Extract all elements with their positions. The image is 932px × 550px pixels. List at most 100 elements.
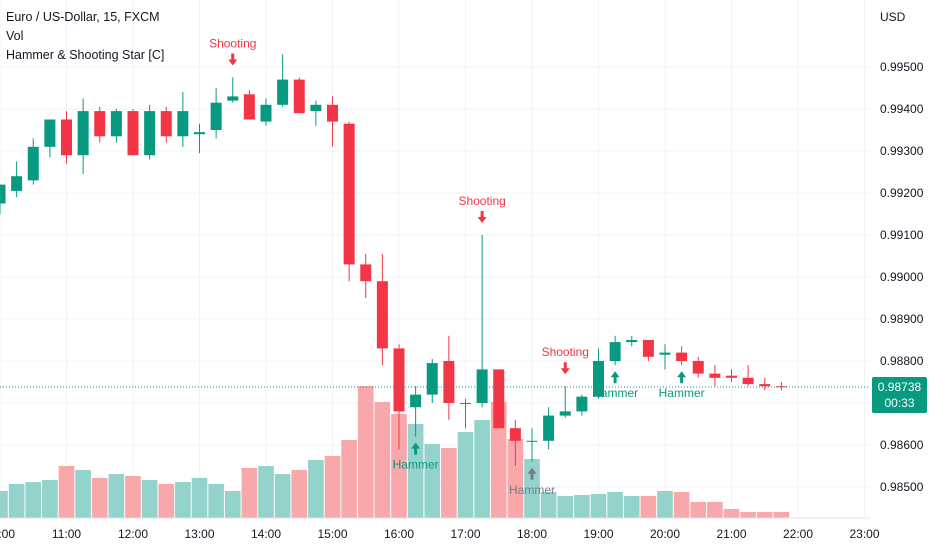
- candle: [327, 96, 338, 147]
- pattern-signals: Shooting Shooting Shooting Hammer Hammer Hamm…: [209, 37, 705, 497]
- candle-body: [609, 342, 621, 361]
- candle-body: [77, 111, 89, 156]
- volume-bar: [241, 468, 258, 518]
- volume-bar: [391, 414, 407, 518]
- candle-body: [493, 369, 505, 429]
- volume-bar: [756, 512, 773, 518]
- candle-body: [210, 102, 222, 130]
- candle: [376, 253, 388, 366]
- volume-study-label[interactable]: Vol: [6, 29, 24, 43]
- candle-body: [144, 111, 156, 156]
- volume-bar: [25, 482, 42, 518]
- volume-bar: [158, 484, 175, 518]
- candle-body: [11, 176, 23, 191]
- candle: [360, 253, 372, 298]
- candle-body: [310, 104, 322, 112]
- candle-body: [194, 132, 205, 135]
- candle: [144, 104, 156, 160]
- symbol-title[interactable]: Euro / US-Dollar, 15, FXCM: [6, 10, 160, 24]
- currency-label: USD: [880, 10, 906, 24]
- y-tick-label: 0.99000: [880, 270, 924, 284]
- candle: [609, 335, 621, 366]
- volume-bar: [490, 402, 507, 518]
- candle-body: [327, 104, 338, 122]
- volume-bar: [125, 476, 141, 518]
- price-scale-background: [870, 0, 932, 550]
- candle-body: [410, 394, 422, 408]
- candle-body: [460, 403, 471, 404]
- volume-bar: [374, 402, 391, 518]
- candle: [460, 398, 471, 429]
- hammer-arrow-icon: [677, 371, 687, 384]
- y-tick-label: 0.99500: [880, 60, 924, 74]
- y-tick-label: 0.99100: [880, 228, 924, 242]
- candle: [726, 369, 737, 382]
- candle: [692, 356, 704, 378]
- candle-body: [160, 111, 172, 137]
- volume-bar: [0, 491, 8, 518]
- volume-bar: [42, 480, 58, 518]
- volume-bar: [723, 509, 740, 518]
- volume-bar: [224, 491, 241, 518]
- candle-body: [476, 369, 488, 403]
- x-tick-label: 18:00: [517, 527, 547, 541]
- candle-body: [177, 111, 189, 137]
- volume-bar: [58, 466, 75, 518]
- chart-legend: Euro / US-Dollar, 15, FXCM Vol Hammer & …: [6, 8, 164, 65]
- volume-bar: [690, 502, 707, 518]
- volume-bar: [141, 480, 158, 518]
- x-tick-label: 21:00: [716, 527, 746, 541]
- volume-bars: [0, 386, 790, 518]
- volume-bar: [441, 448, 457, 518]
- candle-body: [526, 440, 538, 442]
- candle-body: [260, 104, 272, 122]
- shooting-star-label: Shooting: [458, 194, 505, 208]
- candle: [509, 419, 521, 466]
- volume-bar: [191, 478, 208, 518]
- indicator-label[interactable]: Hammer & Shooting Star [C]: [6, 48, 165, 62]
- candle-body: [94, 111, 106, 137]
- volume-bar: [457, 432, 474, 518]
- candle-body: [27, 146, 39, 181]
- candle-body: [376, 281, 388, 349]
- candle: [177, 92, 189, 147]
- candle-body: [626, 340, 638, 343]
- y-tick-label: 0.98800: [880, 354, 924, 368]
- x-tick-label: 20:00: [650, 527, 680, 541]
- shooting-star-label: Shooting: [542, 345, 589, 359]
- hammer-arrow-icon: [610, 371, 620, 384]
- volume-bar: [407, 424, 424, 518]
- price-axis: 0.985000.986000.987000.988000.989000.990…: [880, 60, 924, 494]
- y-tick-label: 0.98500: [880, 480, 924, 494]
- hammer-label: Hammer: [393, 458, 439, 472]
- candle: [94, 106, 106, 143]
- volume-bar: [274, 474, 291, 518]
- x-tick-label: 11:00: [52, 527, 81, 541]
- volume-bar: [91, 478, 108, 518]
- shooting-star-label: Shooting: [209, 37, 256, 51]
- last-price-badge: 0.98738 00:33: [872, 377, 927, 413]
- y-tick-label: 0.99200: [880, 186, 924, 200]
- candle: [742, 365, 754, 387]
- candle: [310, 100, 322, 126]
- volume-bar: [640, 496, 657, 518]
- hammer-arrow-icon: [527, 467, 537, 480]
- candle-body: [243, 94, 255, 120]
- candle: [227, 77, 239, 103]
- x-tick-label: 10:00: [0, 527, 15, 541]
- x-tick-label: 22:00: [783, 527, 813, 541]
- candle: [410, 386, 422, 437]
- y-tick-label: 0.98900: [880, 312, 924, 326]
- candle: [44, 119, 56, 158]
- candle-body: [110, 111, 122, 137]
- candle-body: [426, 363, 438, 395]
- volume-bar: [108, 474, 125, 518]
- candle: [626, 335, 638, 347]
- candle: [709, 365, 721, 387]
- hammer-label: Hammer: [509, 483, 555, 497]
- candle: [559, 386, 571, 418]
- shooting-star-arrow-icon: [228, 53, 238, 66]
- candle-body: [692, 361, 704, 374]
